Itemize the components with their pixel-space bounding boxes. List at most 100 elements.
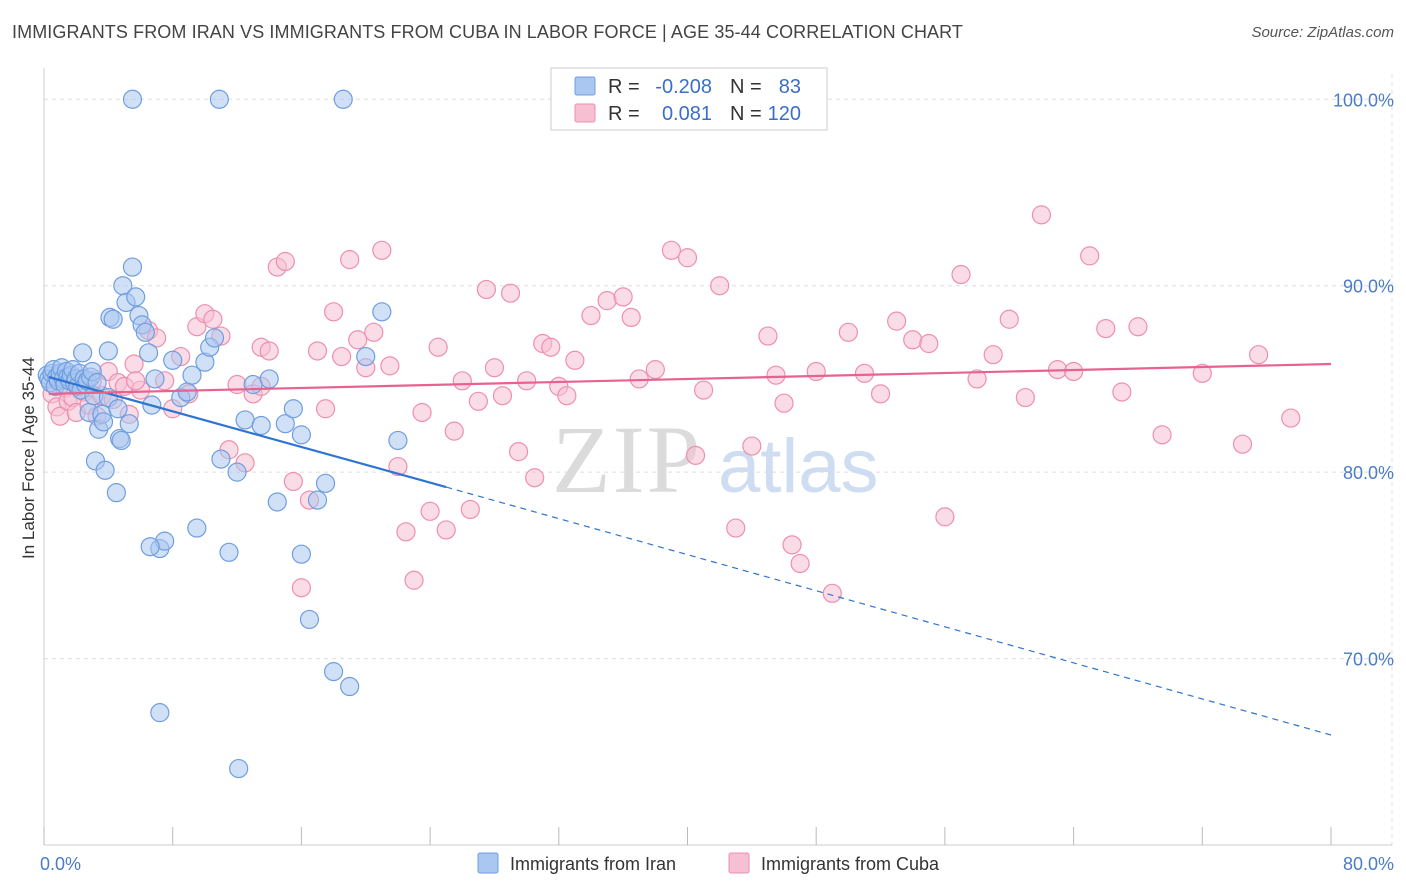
watermark: ZIP atlas [552, 406, 879, 513]
y-tick-label-3: 70.0% [1343, 650, 1394, 670]
iran-point-72 [267, 492, 287, 512]
cuba-point-62 [476, 279, 497, 300]
cuba-point-38 [283, 471, 303, 492]
iran-point-74 [283, 399, 303, 419]
iran-point-67 [227, 462, 247, 482]
cuba-point-104 [999, 309, 1019, 329]
watermark-atlas: atlas [718, 424, 879, 509]
cuba-point-68 [525, 468, 545, 488]
cuba-point-86 [742, 436, 762, 456]
cuba-point-72 [557, 386, 577, 406]
cuba-point-85 [726, 518, 746, 538]
cuba-point-70 [541, 337, 561, 357]
iran-point-51 [135, 322, 155, 342]
legend: R = -0.208 N = 83 R = 0.081 N = 120 [550, 67, 828, 131]
legend-r-value-iran: -0.208 [655, 76, 712, 98]
cuba-point-81 [677, 248, 698, 268]
bottom-legend-swatch-iran [477, 852, 499, 874]
iran-point-52 [138, 343, 159, 363]
iran-point-43 [111, 430, 131, 451]
iran-point-86 [333, 89, 353, 109]
cuba-point-59 [452, 371, 472, 391]
cuba-point-113 [1152, 425, 1172, 445]
cuba-point-64 [492, 386, 513, 406]
legend-r-value-cuba: 0.081 [662, 103, 712, 125]
cuba-point-75 [597, 291, 617, 311]
legend-r-label-iran: R = [608, 76, 640, 98]
chart-title: IMMIGRANTS FROM IRAN VS IMMIGRANTS FROM … [12, 22, 964, 42]
bottom-legend-swatch-cuba [728, 852, 750, 874]
cuba-point-55 [420, 501, 440, 521]
cuba-point-44 [332, 346, 352, 367]
cuba-point-56 [428, 337, 448, 357]
cuba-point-105 [1015, 387, 1035, 408]
cuba-point-97 [887, 311, 907, 331]
cuba-point-100 [935, 507, 955, 527]
iran-point-68 [235, 410, 255, 430]
cuba-point-115 [1232, 434, 1253, 454]
iran-point-79 [323, 662, 344, 682]
cuba-point-48 [364, 322, 384, 342]
iran-point-73 [275, 414, 295, 434]
cuba-point-93 [822, 583, 842, 603]
y-tick-label-2: 80.0% [1343, 463, 1394, 483]
iran-trend-extension [446, 486, 1332, 736]
cuba-point-31 [227, 374, 247, 395]
iran-point-75 [291, 544, 311, 564]
cuba-point-108 [1063, 361, 1084, 382]
cuba-point-89 [774, 393, 794, 413]
cuba-point-79 [645, 360, 665, 380]
iran-point-36 [98, 341, 118, 361]
cuba-point-103 [983, 345, 1003, 365]
legend-n-value-cuba: 120 [768, 103, 801, 125]
x-tick-label-1: 80.0% [1343, 854, 1394, 874]
cuba-point-101 [951, 264, 971, 285]
legend-r-label-cuba: R = [608, 103, 640, 125]
cuba-point-82 [685, 445, 706, 465]
iran-point-85 [209, 89, 229, 109]
iran-point-78 [315, 473, 336, 493]
cuba-point-35 [259, 341, 279, 361]
cuba-point-110 [1096, 318, 1116, 339]
cuba-point-51 [388, 456, 408, 477]
trend-lines [48, 362, 1332, 736]
iran-point-70 [251, 415, 271, 436]
iran-point-69 [243, 374, 263, 395]
bottom-legend-label-cuba: Immigrants from Cuba [761, 854, 940, 874]
iran-point-80 [340, 676, 360, 697]
y-tick-label-1: 90.0% [1343, 277, 1394, 297]
cuba-point-83 [693, 380, 714, 400]
cuba-point-94 [838, 322, 858, 342]
cuba-point-45 [340, 250, 360, 270]
iran-point-66 [219, 542, 239, 562]
cuba-point-98 [903, 330, 923, 350]
cuba-point-116 [1249, 345, 1269, 365]
iran-point-41 [108, 399, 128, 419]
iran-point-81 [356, 346, 376, 367]
cuba-point-111 [1112, 382, 1132, 402]
iran-point-39 [103, 309, 123, 329]
cuba-point-118 [126, 371, 146, 391]
iran-point-71 [259, 369, 279, 389]
cuba-point-66 [508, 442, 529, 462]
iran-point-84 [122, 89, 143, 109]
cuba-point-60 [460, 499, 480, 520]
cuba-point-50 [380, 356, 400, 376]
cuba-point-77 [621, 307, 641, 328]
iran-point-76 [299, 609, 320, 630]
iran-point-61 [187, 518, 207, 538]
iran-series [37, 89, 408, 779]
iran-point-60 [182, 365, 202, 385]
legend-box [550, 67, 828, 131]
iran-point-90 [291, 425, 311, 445]
iran-point-77 [307, 490, 328, 510]
cuba-point-42 [315, 399, 336, 419]
cuba-point-58 [444, 421, 464, 441]
iran-point-87 [150, 703, 170, 723]
x-tick-label-0: 0.0% [40, 854, 81, 874]
tick-labels: 100.0% 90.0% 80.0% 70.0% 0.0% 80.0% [40, 90, 1394, 874]
cuba-point-88 [766, 365, 786, 385]
cuba-point-109 [1080, 246, 1100, 266]
cuba-point-28 [203, 309, 223, 329]
